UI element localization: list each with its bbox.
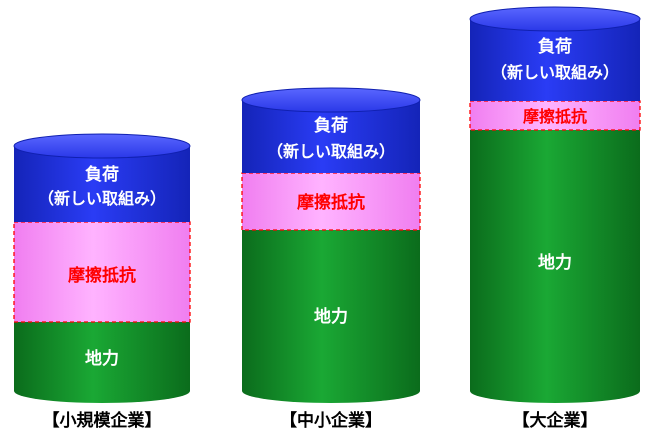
ground-label: 地力 xyxy=(85,348,119,369)
load-label: 負荷 xyxy=(85,164,119,185)
friction-label: 摩擦抵抗 xyxy=(523,107,587,126)
caption-medium-company: 【中小企業】 xyxy=(280,410,382,431)
ground-label: 地力 xyxy=(314,306,348,327)
load-sub-label: （新しい取組み） xyxy=(38,189,166,208)
load-label: 負荷 xyxy=(314,115,348,136)
load-segment xyxy=(470,19,640,101)
load-label: 負荷 xyxy=(538,36,572,57)
friction-label: 摩擦抵抗 xyxy=(297,192,365,213)
cylinder-small-company: 負荷 （新しい取組み） 摩擦抵抗 地力 xyxy=(13,133,191,403)
cylinder-large-company: 負荷 （新しい取組み） 摩擦抵抗 地力 xyxy=(469,6,641,403)
load-sub-label: （新しい取組み） xyxy=(267,142,395,161)
friction-segment xyxy=(241,172,421,231)
load-segment xyxy=(14,146,190,222)
cylinder-top xyxy=(469,6,641,32)
ground-label: 地力 xyxy=(538,252,572,273)
cylinder-medium-company: 負荷 （新しい取組み） 摩擦抵抗 地力 xyxy=(241,87,421,403)
cylinder-top xyxy=(241,87,421,113)
caption-small-company: 【小規模企業】 xyxy=(43,410,162,431)
load-sub-label: （新しい取組み） xyxy=(491,63,619,82)
ground-segment xyxy=(14,322,190,403)
friction-segment xyxy=(469,100,641,131)
ground-segment xyxy=(470,130,640,403)
friction-label: 摩擦抵抗 xyxy=(68,265,136,286)
cylinder-top xyxy=(13,133,191,159)
caption-large-company: 【大企業】 xyxy=(513,410,598,431)
ground-segment xyxy=(242,230,420,403)
